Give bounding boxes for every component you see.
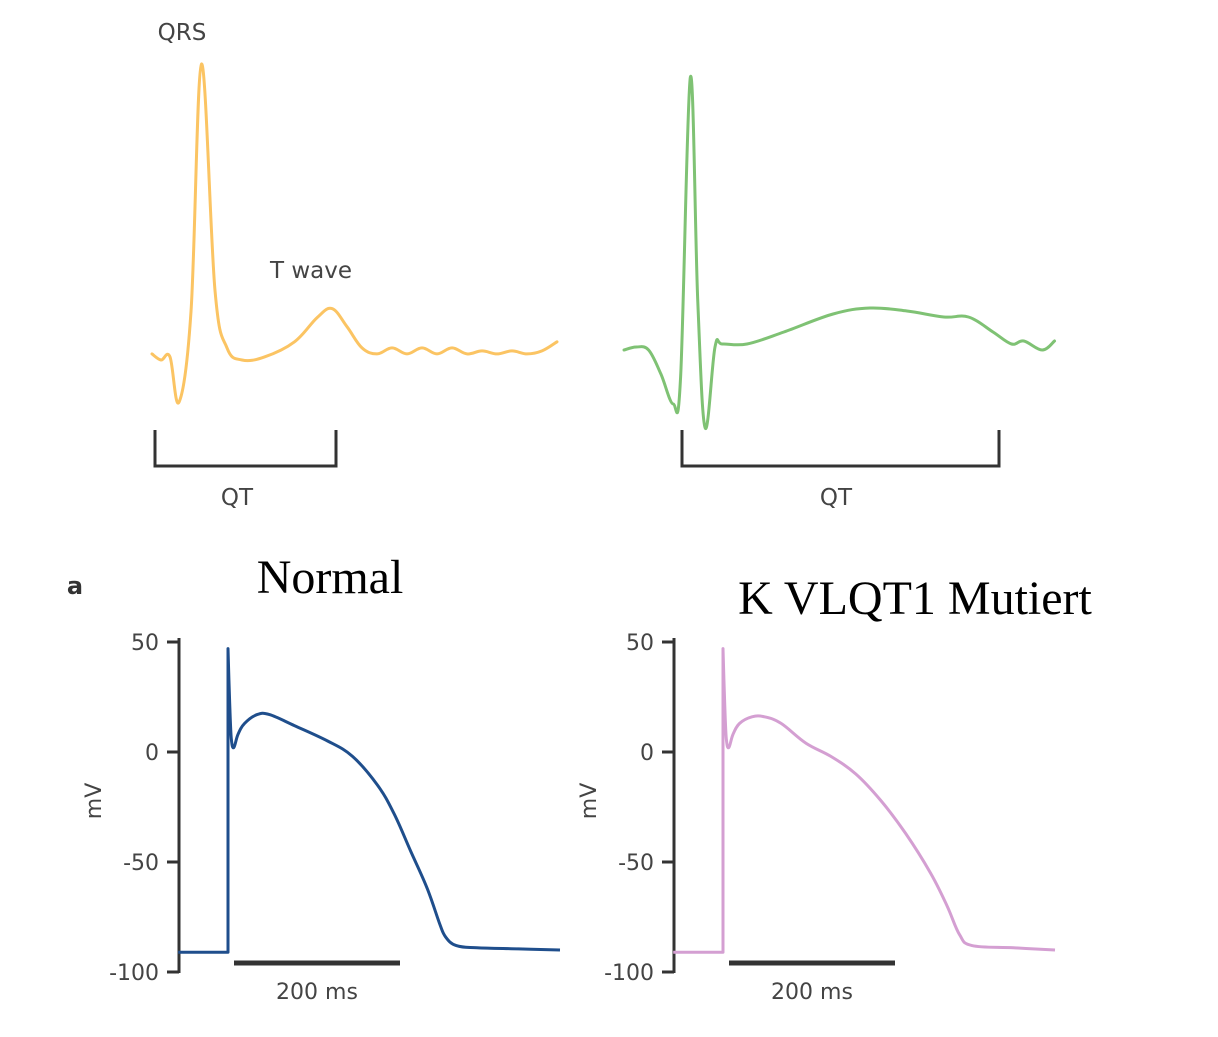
qrs-label: QRS: [158, 20, 207, 46]
ap-normal-ylabel: mV: [82, 783, 107, 819]
title-normal: Normal: [257, 551, 404, 604]
ecg-mutant-panel: QT: [622, 75, 1056, 511]
qt-bracket-mutant: [680, 430, 1001, 468]
y-tick-label: 0: [640, 741, 654, 766]
ap-normal-panel: 50 0 -50 -100 mV 200 ms: [82, 631, 561, 1005]
qt-bracket-normal: [153, 430, 338, 468]
y-tick-label: 0: [145, 741, 159, 766]
panel-letter: a: [67, 572, 83, 600]
y-tick-label: -50: [618, 851, 654, 876]
ap-mutant-panel: 50 0 -50 -100 mV 200 ms: [577, 631, 1056, 1005]
ap-normal-y-ticks: 50 0 -50 -100: [109, 631, 179, 986]
ap-normal-trace: [178, 647, 561, 954]
qt-label-normal: QT: [221, 485, 254, 511]
y-tick-label: -100: [109, 961, 159, 986]
ap-mutant-scale-bar-label: 200 ms: [771, 980, 853, 1005]
ap-normal-scale-bar-label: 200 ms: [276, 980, 358, 1005]
ecg-normal-trace: [150, 62, 559, 405]
y-tick-label: 50: [131, 631, 159, 656]
ecg-mutant-trace: [622, 75, 1056, 430]
ap-mutant-y-ticks: 50 0 -50 -100: [604, 631, 674, 986]
ap-mutant-ylabel: mV: [577, 783, 602, 819]
y-tick-label: -50: [123, 851, 159, 876]
ap-mutant-trace: [673, 647, 1056, 954]
ecg-normal-panel: QRS T wave QT: [150, 20, 559, 511]
y-tick-label: -100: [604, 961, 654, 986]
y-tick-label: 50: [626, 631, 654, 656]
qt-label-mutant: QT: [820, 485, 853, 511]
t-wave-label: T wave: [269, 258, 352, 284]
title-mutant: K VLQT1 Mutiert: [738, 572, 1092, 625]
